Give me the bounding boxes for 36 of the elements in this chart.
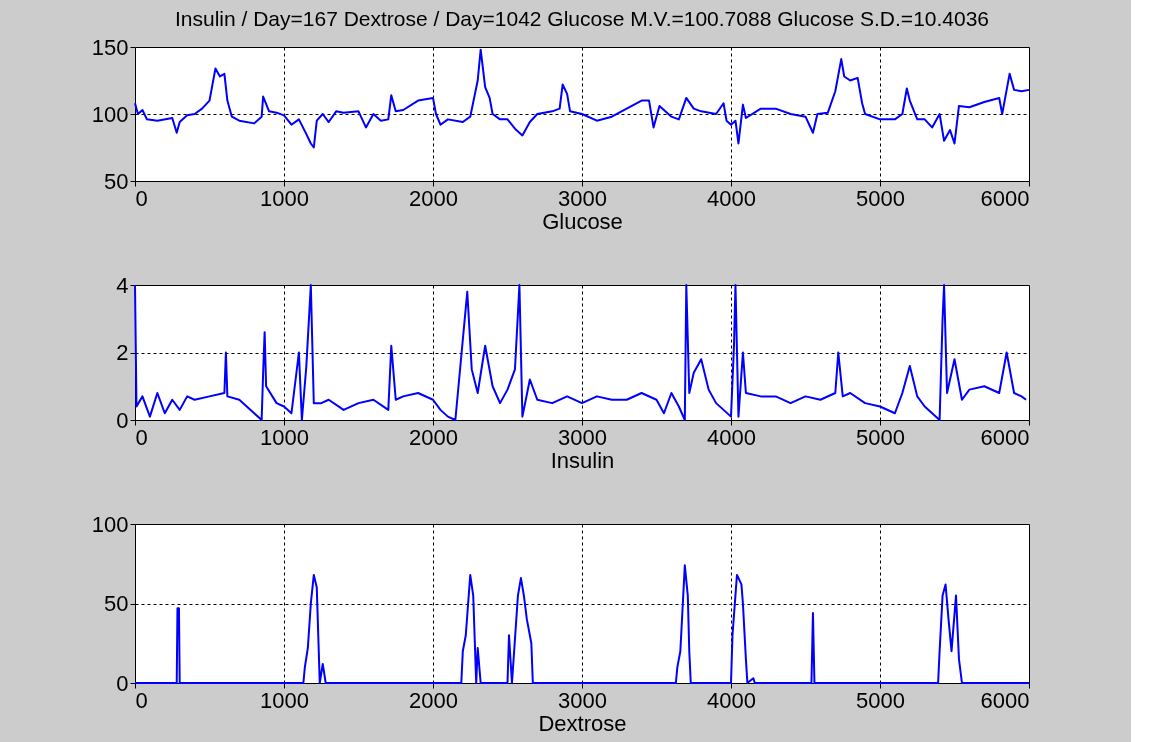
x-tick-label: 1000: [260, 185, 309, 211]
x-tick-label: 5000: [856, 424, 905, 450]
x-tick-label: 2000: [409, 185, 458, 211]
line-series: [134, 48, 1030, 149]
x-tick-label: 4000: [707, 185, 756, 211]
x-tick-label: 4000: [707, 687, 756, 713]
y-tick-label: 0: [116, 670, 129, 696]
x-tick-label: 1000: [260, 687, 309, 713]
x-tick-label: 4000: [707, 424, 756, 450]
chart-title: Insulin / Day=167 Dextrose / Day=1042 Glucose M.V.=100.7088 Glucose S.D.=10.4036: [174, 7, 990, 30]
x-tick-label: 5000: [856, 185, 905, 211]
x-tick-label: 3000: [558, 185, 607, 211]
y-tick-label: 150: [91, 34, 129, 60]
x-tick-label: 3000: [558, 424, 607, 450]
x-axis-title: Glucose: [542, 208, 623, 234]
line-series: [134, 564, 1030, 684]
x-tick-label: 0: [135, 687, 148, 713]
y-tick-label: 4: [116, 272, 129, 298]
x-tick-label: 6000: [980, 185, 1030, 211]
y-tick-label: 0: [116, 407, 129, 433]
x-tick-label: 5000: [856, 687, 905, 713]
x-tick-label: 0: [135, 424, 148, 450]
x-axis-title: Dextrose: [538, 710, 627, 736]
y-tick-label: 100: [91, 511, 129, 537]
x-tick-label: 1000: [260, 424, 309, 450]
x-tick-label: 6000: [980, 687, 1030, 713]
x-tick-label: 6000: [980, 424, 1030, 450]
y-tick-label: 50: [104, 591, 129, 616]
y-tick-label: 2: [116, 340, 129, 365]
x-tick-label: 2000: [409, 687, 458, 713]
x-tick-label: 2000: [409, 424, 458, 450]
y-tick-label: 100: [91, 101, 129, 127]
y-tick-label: 50: [104, 168, 129, 194]
x-tick-label: 3000: [558, 687, 607, 713]
x-tick-label: 0: [135, 185, 148, 211]
x-axis-title: Insulin: [550, 447, 615, 473]
